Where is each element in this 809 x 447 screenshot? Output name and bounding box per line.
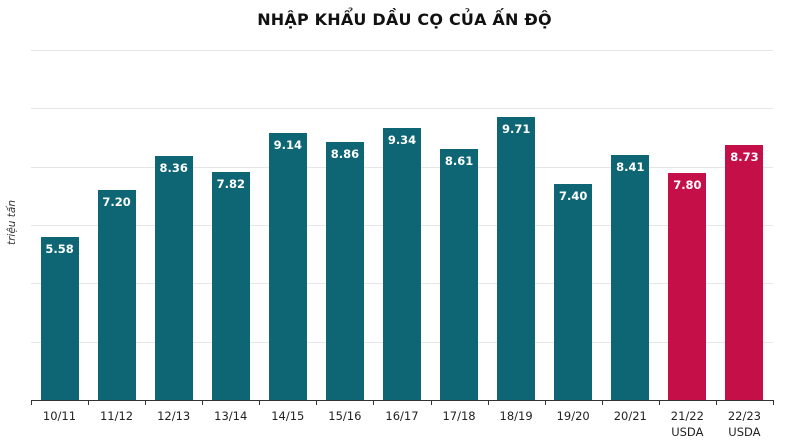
bar-value-label: 8.86 [330,146,360,161]
x-axis-tick [716,400,717,405]
bar-value-label: 7.40 [559,189,588,204]
x-tick-label-line: 18/19 [499,409,533,423]
bar: 7.40 [554,184,593,400]
x-axis-tick [659,400,660,405]
bar-value-label: 9.34 [387,132,417,147]
x-tick-label: 18/19 [488,408,545,424]
x-axis-tick [316,400,317,405]
x-tick-label: 12/13 [145,408,202,424]
x-axis-tick [31,400,32,405]
x-tick-label: 10/11 [31,408,88,424]
x-tick-label-line: 19/20 [556,409,590,423]
x-tick-label-line: 20/21 [613,409,647,423]
x-axis-tick [259,400,260,405]
x-tick-label: 15/16 [316,408,373,424]
x-axis-tick [545,400,546,405]
bar-value-label: 5.58 [45,242,74,257]
y-axis-label-text: triệu tấn [6,199,18,245]
bar: 8.61 [440,148,479,400]
x-tick-label-line: 12/13 [157,409,191,423]
chart-title: NHẬP KHẨU DẦU CỌ CỦA ẤN ĐỘ [257,10,552,29]
x-tick-label-line: USDA [671,425,704,439]
x-tick-label: 19/20 [545,408,602,424]
x-axis-tick [602,400,603,405]
x-tick-label: 17/18 [431,408,488,424]
bar: 7.80 [668,172,707,400]
x-tick-label-line: USDA [728,425,761,439]
x-tick-label-line: 22/23 [727,409,761,423]
x-tick-label-line: 21/22 [670,409,704,423]
plot-area: 5.58 7.20 8.36 7.82 9.14 8.86 9.34 8.61 9.71 7.40… [31,50,774,405]
bar-value-label: 8.73 [730,150,759,165]
bar-value-label: 9.14 [273,138,303,153]
bar: 7.20 [97,190,136,400]
gridline [31,50,773,51]
bar: 9.14 [268,133,307,400]
x-tick-label: 16/17 [373,408,430,424]
x-tick-label: 13/14 [202,408,259,424]
x-tick-label: 11/12 [88,408,145,424]
bar-value-label: 7.20 [102,195,131,209]
bar: 9.34 [383,127,421,400]
bar-value-label: 9.71 [501,121,531,136]
x-tick-label: 21/22 USDA [659,408,716,440]
x-tick-label-line: 15/16 [328,409,362,423]
x-axis-tick [488,400,489,405]
bar-value-label: 8.41 [616,159,645,174]
x-tick-label-line: 11/12 [99,409,134,423]
x-axis-tick [88,400,89,405]
bar: 8.36 [154,156,193,400]
x-axis-tick [373,400,374,405]
bar-value-label: 8.61 [444,153,474,168]
x-axis-tick [773,400,774,405]
x-tick-label-line: 14/15 [271,409,305,423]
bar-value-label: 8.36 [159,161,188,176]
bar: 8.86 [325,141,364,400]
bar: 7.82 [211,171,250,400]
x-axis-line [31,400,773,401]
x-axis-tick [202,400,203,405]
gridline [31,108,773,110]
bar: 8.73 [725,145,764,400]
bar-value-label: 7.80 [673,177,702,192]
x-tick-label-line: 13/14 [214,409,248,423]
x-tick-label-line: 17/18 [442,409,476,423]
x-tick-label-line: 16/17 [385,409,419,423]
x-axis-tick [145,400,146,405]
x-tick-label: 22/23 USDA [716,408,773,440]
x-tick-label: 20/21 [602,408,659,424]
bar: 8.41 [611,154,650,400]
x-tick-label: 14/15 [259,408,316,424]
x-axis-tick [431,400,432,405]
x-tick-label-line: 10/11 [42,409,77,423]
bar: 5.58 [40,237,79,400]
bar-value-label: 7.82 [216,176,245,191]
bar: 9.71 [497,116,536,400]
